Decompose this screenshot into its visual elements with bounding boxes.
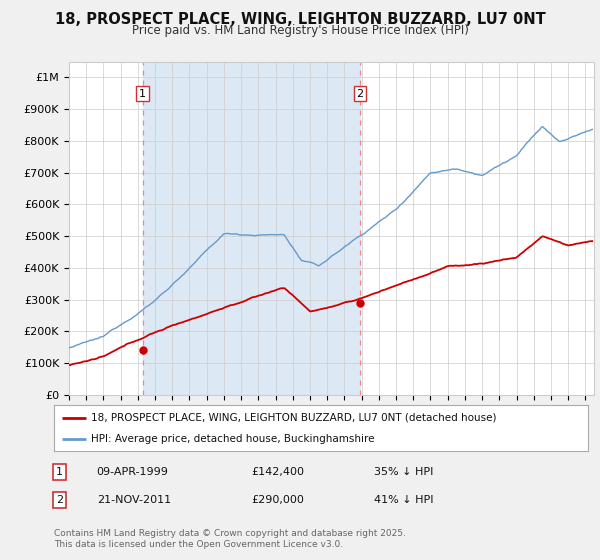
Text: 09-APR-1999: 09-APR-1999 bbox=[97, 467, 169, 477]
Text: 18, PROSPECT PLACE, WING, LEIGHTON BUZZARD, LU7 0NT: 18, PROSPECT PLACE, WING, LEIGHTON BUZZA… bbox=[55, 12, 545, 27]
Text: 2: 2 bbox=[356, 88, 364, 99]
Text: HPI: Average price, detached house, Buckinghamshire: HPI: Average price, detached house, Buck… bbox=[91, 435, 375, 444]
Text: £142,400: £142,400 bbox=[251, 467, 305, 477]
Text: 1: 1 bbox=[139, 88, 146, 99]
Text: £290,000: £290,000 bbox=[251, 495, 304, 505]
Text: 21-NOV-2011: 21-NOV-2011 bbox=[97, 495, 171, 505]
Bar bbox=[143, 62, 360, 395]
Text: 41% ↓ HPI: 41% ↓ HPI bbox=[374, 495, 434, 505]
Text: 1: 1 bbox=[56, 467, 63, 477]
Text: 2: 2 bbox=[56, 495, 63, 505]
Text: Contains HM Land Registry data © Crown copyright and database right 2025.
This d: Contains HM Land Registry data © Crown c… bbox=[54, 529, 406, 549]
Text: Price paid vs. HM Land Registry's House Price Index (HPI): Price paid vs. HM Land Registry's House … bbox=[131, 24, 469, 36]
Text: 18, PROSPECT PLACE, WING, LEIGHTON BUZZARD, LU7 0NT (detached house): 18, PROSPECT PLACE, WING, LEIGHTON BUZZA… bbox=[91, 413, 497, 423]
Text: 35% ↓ HPI: 35% ↓ HPI bbox=[374, 467, 434, 477]
